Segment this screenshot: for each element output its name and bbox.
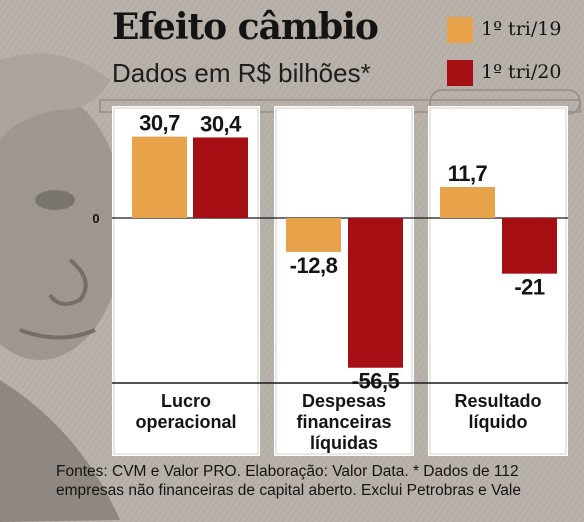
bar-series2-cat1	[193, 137, 248, 218]
category-label-2-line-1: Despesas	[302, 391, 386, 411]
footer-line-2: empresas não financeiras de capital aber…	[56, 482, 521, 499]
category-label-1-line-1: Lucro	[161, 391, 211, 411]
legend-swatch-q1-2019	[447, 17, 473, 43]
panel-border-2	[275, 107, 413, 455]
zero-tick-label: 0	[92, 211, 99, 226]
legend-label-q1-2020: 1º tri/20	[481, 61, 562, 83]
legend-label-q1-2019: 1º tri/19	[481, 18, 562, 40]
chart-subtitle: Dados em R$ bilhões*	[112, 58, 371, 88]
footer-line-1: Fontes: CVM e Valor PRO. Elaboração: Val…	[56, 463, 519, 480]
panel-3	[428, 106, 568, 456]
data-label-series2-cat3: -21	[514, 275, 545, 300]
data-label-series1-cat3: 11,7	[448, 161, 488, 186]
chart-title: Efeito câmbio	[112, 6, 379, 48]
bar-series2-cat2	[348, 218, 403, 368]
category-label-3-line-2: líquido	[469, 412, 528, 432]
category-label-3-line-1: Resultado	[454, 391, 541, 411]
legend-swatch-q1-2020	[447, 60, 473, 86]
data-label-series2-cat1: 30,4	[200, 111, 242, 136]
bar-series1-cat2	[286, 218, 341, 252]
bar-series1-cat1	[132, 136, 187, 218]
panel-border-1	[113, 107, 259, 455]
footer-note: Fontes: CVM e Valor PRO. Elaboração: Val…	[56, 462, 521, 500]
panel-border-3	[429, 107, 567, 455]
bar-series1-cat3	[440, 186, 495, 218]
category-label-2-line-3: líquidas	[310, 433, 378, 453]
data-label-series1-cat2: -12,8	[290, 253, 338, 278]
category-label-1-line-2: operacional	[135, 412, 236, 432]
bar-series2-cat3	[502, 218, 557, 274]
data-label-series2-cat2: -56,5	[352, 369, 400, 394]
data-label-series1-cat1: 30,7	[139, 111, 180, 136]
portrait-illustration	[0, 53, 125, 522]
category-label-2-line-2: financeiras	[296, 412, 391, 432]
